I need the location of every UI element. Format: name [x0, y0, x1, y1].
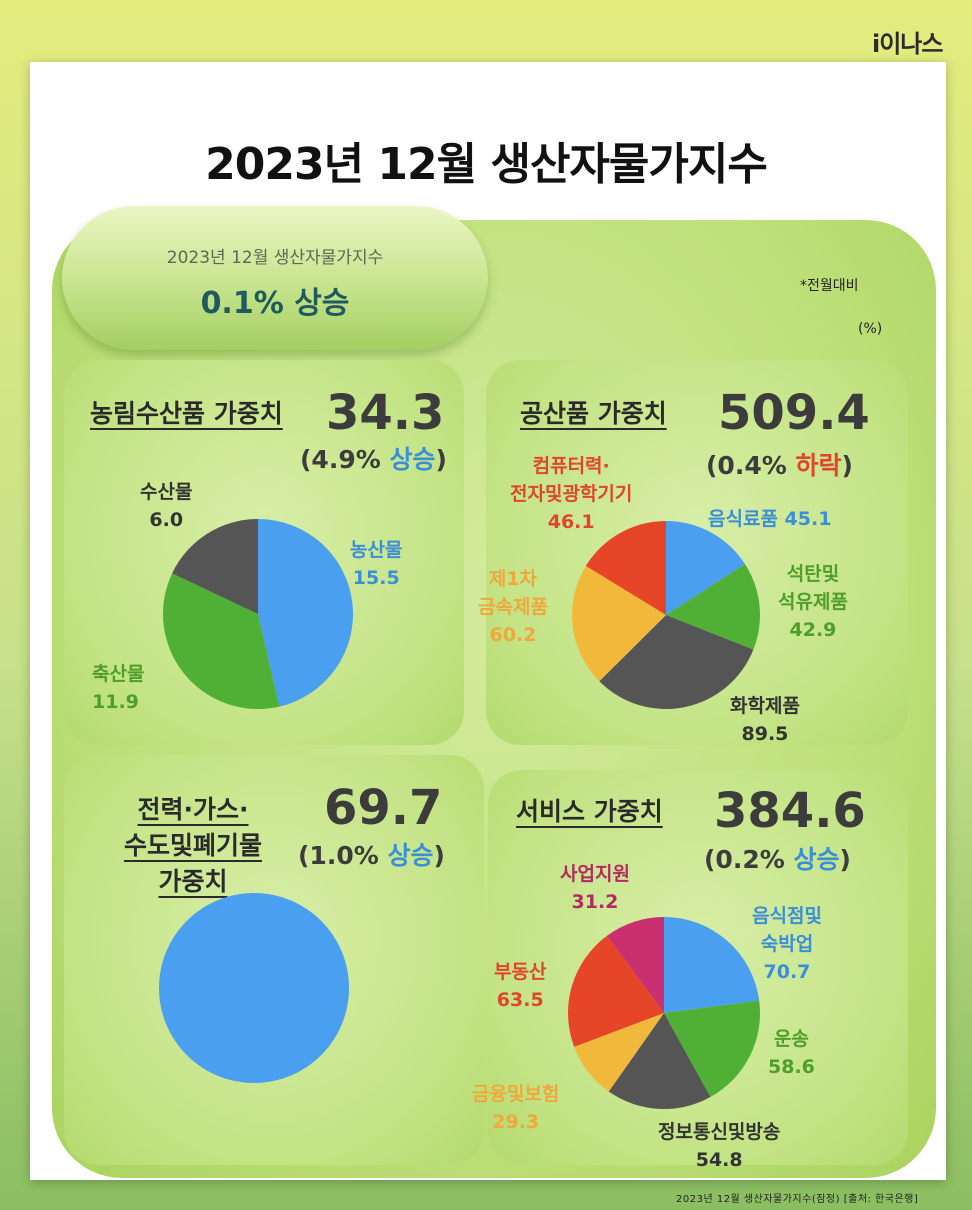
industrial-title: 공산품 가중치 [520, 399, 667, 428]
service-slice-finance [574, 1013, 664, 1092]
industrial-slice-metal [572, 565, 666, 682]
agri-change: (4.9% 상승) [300, 445, 447, 474]
summary-label: 2023년 12월 생산자물가지수 [166, 248, 384, 268]
utility-slice [159, 893, 349, 1083]
service-label-1: 운송 58.6 [768, 1028, 815, 1078]
industrial-change: (0.4% 하락) [706, 451, 853, 480]
industrial-label-2: 화학제품 89.5 [730, 695, 800, 745]
summary-value: 0.1% 상승 [200, 286, 350, 321]
agri-label-1: 축산물 11.9 [92, 663, 145, 713]
brand-logo: i이나스 [872, 30, 943, 58]
industrial-slice-electronics [585, 521, 666, 615]
industrial-change-word: 하락 [795, 451, 842, 480]
agri-weight: 34.3 [326, 385, 445, 441]
agri-slice-nongsan [258, 519, 353, 707]
summary-pill [62, 206, 488, 350]
industrial-slice-chemical [599, 615, 754, 709]
service-label-0: 음식점및 숙박업 70.7 [752, 905, 822, 983]
service-label-4: 부동산 63.5 [494, 961, 547, 1011]
service-weight: 384.6 [714, 783, 866, 839]
industrial-label-4: 컴퓨터력· 전자및광학기기 46.1 [510, 455, 633, 533]
utility-title: 전력·가스· 수도및폐기물 가중치 [123, 795, 262, 896]
service-label-2: 정보통신및방송 54.8 [658, 1121, 781, 1171]
industrial-slice-petroleum [666, 564, 760, 650]
agri-slice-chuksan [162, 573, 280, 709]
unit-note: (%) [858, 321, 883, 337]
industrial-label-0: 음식료품 45.1 [708, 508, 832, 530]
service-slice-realestate [568, 935, 664, 1047]
industrial-label-1: 석탄및 석유제품 42.9 [778, 563, 848, 641]
page-title: 2023년 12월 생산자물가지수 [205, 139, 768, 190]
source-footer: 2023년 12월 생산자물가지수(잠정) [출처: 한국은행] [676, 1194, 919, 1205]
basis-note: *전월대비 [800, 278, 859, 294]
service-slice-food-lodging [664, 917, 760, 1013]
utility-change: (1.0% 상승) [298, 841, 445, 870]
agri-title: 농림수산품 가중치 [90, 399, 283, 428]
industrial-weight: 509.4 [718, 385, 870, 441]
agri-change-word: 상승 [389, 445, 436, 474]
utility-change-word: 상승 [387, 841, 434, 870]
industrial-slice-food [666, 521, 746, 615]
industrial-label-3: 제1차 금속제품 60.2 [478, 568, 548, 646]
service-slice-transport [664, 1000, 760, 1098]
service-slice-business [606, 917, 664, 1013]
agri-label-2: 수산물 6.0 [140, 481, 193, 531]
agri-slice-susan [172, 519, 258, 614]
service-label-5: 사업지원 31.2 [560, 863, 630, 913]
agri-label-0: 농산물 15.5 [350, 539, 403, 589]
service-title: 서비스 가중치 [516, 797, 663, 826]
service-slice-ict [608, 1013, 711, 1110]
service-change: (0.2% 상승) [704, 845, 851, 874]
service-change-word: 상승 [793, 845, 840, 874]
service-label-3: 금융및보험 29.3 [472, 1083, 560, 1133]
utility-weight: 69.7 [324, 780, 443, 836]
